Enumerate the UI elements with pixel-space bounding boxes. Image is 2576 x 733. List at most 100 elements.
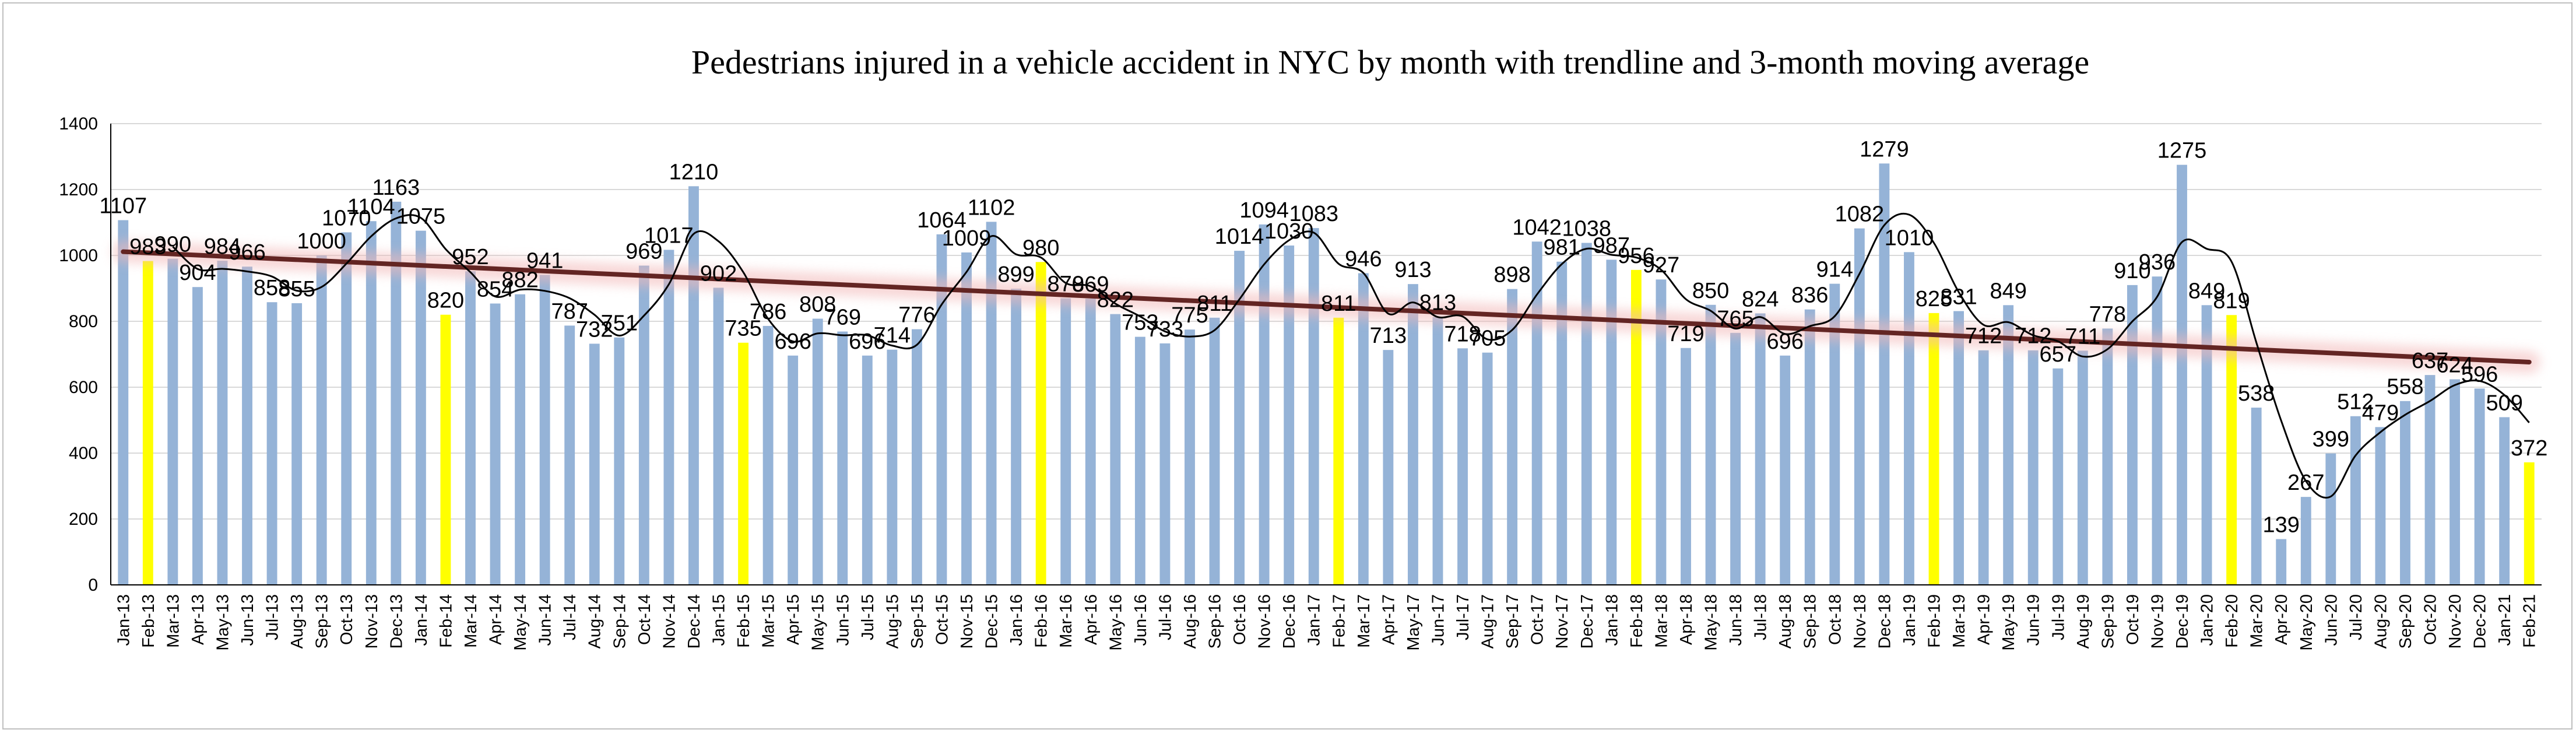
x-tick-label: Jul-14 <box>561 594 579 640</box>
x-tick-label: Oct-20 <box>2422 594 2440 645</box>
x-tick-label: Apr-13 <box>189 594 208 645</box>
x-tick-label: Dec-13 <box>387 594 406 649</box>
x-tick-label: Oct-17 <box>1528 594 1547 645</box>
bar-Dec-18 <box>1879 163 1890 585</box>
axes <box>110 124 2542 585</box>
bar-Feb-19 <box>1928 313 1939 585</box>
bar-Sep-20 <box>2400 401 2410 585</box>
data-label: 1014 <box>1215 225 1264 249</box>
data-label: 712 <box>1965 324 2002 349</box>
bar-Mar-16 <box>1060 298 1071 585</box>
bar-Nov-15 <box>961 252 972 585</box>
bar-Jun-19 <box>2027 350 2039 585</box>
x-tick-label: Jul-17 <box>1454 594 1472 640</box>
bar-Apr-17 <box>1383 350 1394 585</box>
data-label: 824 <box>1742 287 1779 311</box>
bar-Mar-13 <box>167 258 178 585</box>
data-label: 1042 <box>1512 215 1562 240</box>
x-tick-label: Sep-16 <box>1206 594 1225 649</box>
x-tick-label: Jul-15 <box>859 594 877 640</box>
data-label: 927 <box>1643 253 1679 278</box>
data-label: 705 <box>1469 327 1506 351</box>
data-label: 869 <box>1072 272 1109 297</box>
data-label: 936 <box>2139 250 2176 275</box>
data-label: 713 <box>1370 324 1407 348</box>
bars <box>118 163 2535 585</box>
bar-Nov-13 <box>366 221 377 585</box>
data-label: 769 <box>824 306 861 330</box>
x-tick-label: Jun-17 <box>1429 594 1447 646</box>
x-tick-label: Jan-17 <box>1305 594 1324 646</box>
x-tick-label: Apr-15 <box>784 594 803 645</box>
x-tick-label: Jan-18 <box>1602 594 1621 646</box>
x-tick-label: Feb-15 <box>735 594 753 648</box>
x-tick-label: Jan-15 <box>710 594 729 646</box>
x-tick-label: Jan-14 <box>412 594 431 646</box>
x-tick-label: May-15 <box>809 594 828 651</box>
data-label: 813 <box>1419 291 1456 315</box>
bar-Oct-20 <box>2424 375 2436 585</box>
data-label: 1083 <box>1289 202 1338 226</box>
data-label: 732 <box>576 317 613 342</box>
data-label: 1210 <box>669 160 719 184</box>
x-tick-label: Aug-18 <box>1776 594 1795 649</box>
data-label: 811 <box>1321 292 1356 316</box>
data-label: 696 <box>1766 329 1803 354</box>
bar-Oct-15 <box>936 234 947 585</box>
x-tick-label: May-17 <box>1404 594 1423 651</box>
data-label: 983 <box>129 235 166 259</box>
x-tick-label: Aug-19 <box>2074 594 2093 649</box>
bar-Jun-16 <box>1134 336 1145 585</box>
x-tick-label: Nov-19 <box>2148 594 2167 649</box>
bar-Dec-15 <box>986 222 997 585</box>
bar-Jun-14 <box>539 275 550 585</box>
y-tick-label: 400 <box>69 444 98 463</box>
x-tick-label: Jul-20 <box>2347 594 2366 640</box>
bar-Feb-16 <box>1035 262 1046 585</box>
data-label: 969 <box>625 240 662 264</box>
bar-Aug-20 <box>2375 427 2386 585</box>
bar-Jun-13 <box>242 266 252 585</box>
data-label: 399 <box>2313 427 2349 452</box>
bar-Jul-14 <box>564 325 575 585</box>
x-tick-label: Feb-17 <box>1330 594 1348 648</box>
data-label: 855 <box>278 277 315 301</box>
bar-Nov-17 <box>1556 261 1568 585</box>
bar-May-13 <box>217 261 228 585</box>
x-tick-label: Apr-14 <box>487 594 505 645</box>
data-label: 512 <box>2337 390 2374 415</box>
x-tick-label: Mar-17 <box>1355 594 1373 648</box>
data-label: 1279 <box>1860 137 1909 162</box>
bar-Jan-20 <box>2201 305 2212 585</box>
bar-May-17 <box>1407 284 1418 585</box>
bar-Aug-18 <box>1780 355 1791 585</box>
x-tick-label: Aug-16 <box>1181 594 1200 649</box>
bar-Aug-13 <box>291 303 303 585</box>
data-label: 719 <box>1667 322 1704 346</box>
y-tick-label: 200 <box>69 510 98 529</box>
data-label: 850 <box>1692 279 1729 303</box>
bar-Dec-13 <box>391 201 402 585</box>
x-tick-label: Jan-19 <box>1900 594 1919 646</box>
x-tick-label: Aug-17 <box>1479 594 1498 649</box>
data-label: 1107 <box>99 194 147 219</box>
data-label: 822 <box>1097 288 1134 313</box>
x-tick-label: Jul-16 <box>1156 594 1175 640</box>
data-label: 914 <box>1816 258 1853 282</box>
bar-Feb-18 <box>1630 269 1642 585</box>
data-label: 904 <box>179 261 216 285</box>
bar-Apr-18 <box>1681 348 1691 585</box>
y-tick-label: 600 <box>69 378 98 397</box>
x-tick-label: Dec-15 <box>983 594 1001 649</box>
x-tick-label: Sep-18 <box>1801 594 1820 649</box>
x-tick-label: Feb-21 <box>2521 594 2539 648</box>
data-label: 984 <box>204 234 241 259</box>
x-tick-label: Jul-18 <box>1752 594 1770 640</box>
data-label: 1075 <box>396 205 446 229</box>
x-tick-label: May-13 <box>213 594 232 651</box>
x-tick-label: Jan-21 <box>2496 594 2514 646</box>
x-tick-label: Nov-16 <box>1256 594 1274 649</box>
x-tick-label: Aug-14 <box>586 594 605 649</box>
x-tick-label: Jun-20 <box>2322 594 2340 646</box>
